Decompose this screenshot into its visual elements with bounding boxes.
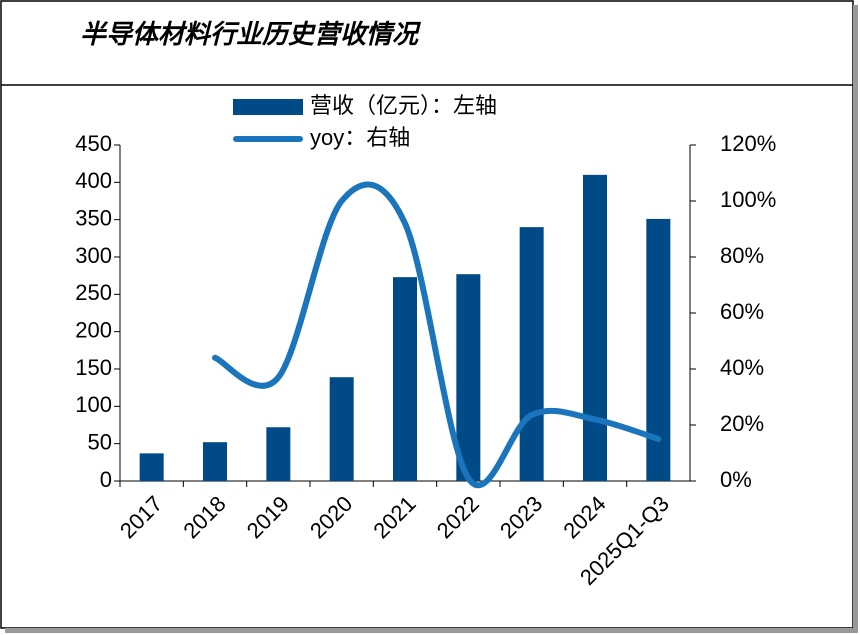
y-tick-label: 100 [75,392,112,417]
bar [203,442,227,481]
bar [519,227,544,481]
x-tick-label: 2017 [115,491,167,543]
y-tick-label: 0 [100,467,112,492]
y-tick-label: 50 [88,429,112,454]
bar [393,277,417,481]
legend-swatch [233,99,303,115]
x-tick-label: 2018 [178,491,230,543]
y-tick-label: 150 [75,355,112,380]
bar [583,174,607,481]
y2-tick-label: 60% [720,299,764,324]
y2-tick-label: 20% [720,411,764,436]
y2-tick-label: 40% [720,355,764,380]
shadow [853,5,858,632]
y2-tick-label: 120% [720,131,776,156]
chart-title: 半导体材料行业历史营收情况 [80,19,422,49]
y-tick-label: 300 [75,243,112,268]
x-tick-label: 2023 [495,491,547,543]
x-tick-label: 2020 [305,491,357,543]
y-tick-label: 400 [75,168,112,193]
y-tick-label: 350 [75,205,112,230]
bar [456,274,481,481]
shadow [5,628,858,633]
y-tick-label: 200 [75,317,112,342]
x-tick-label: 2022 [432,491,484,543]
bar [139,453,164,481]
bar [266,427,291,481]
y-tick-label: 450 [75,131,112,156]
line [212,181,662,489]
x-tick-label: 2024 [558,491,610,543]
y2-tick-label: 0% [720,467,752,492]
bar [329,377,354,481]
y2-tick-label: 100% [720,187,776,212]
x-tick-label: 2021 [368,491,420,543]
legend-label: yoy：右轴 [310,125,410,150]
y-tick-label: 250 [75,280,112,305]
x-tick-label: 2019 [242,491,294,543]
y2-tick-label: 80% [720,243,764,268]
legend-label: 营收（亿元）：左轴 [310,93,497,118]
